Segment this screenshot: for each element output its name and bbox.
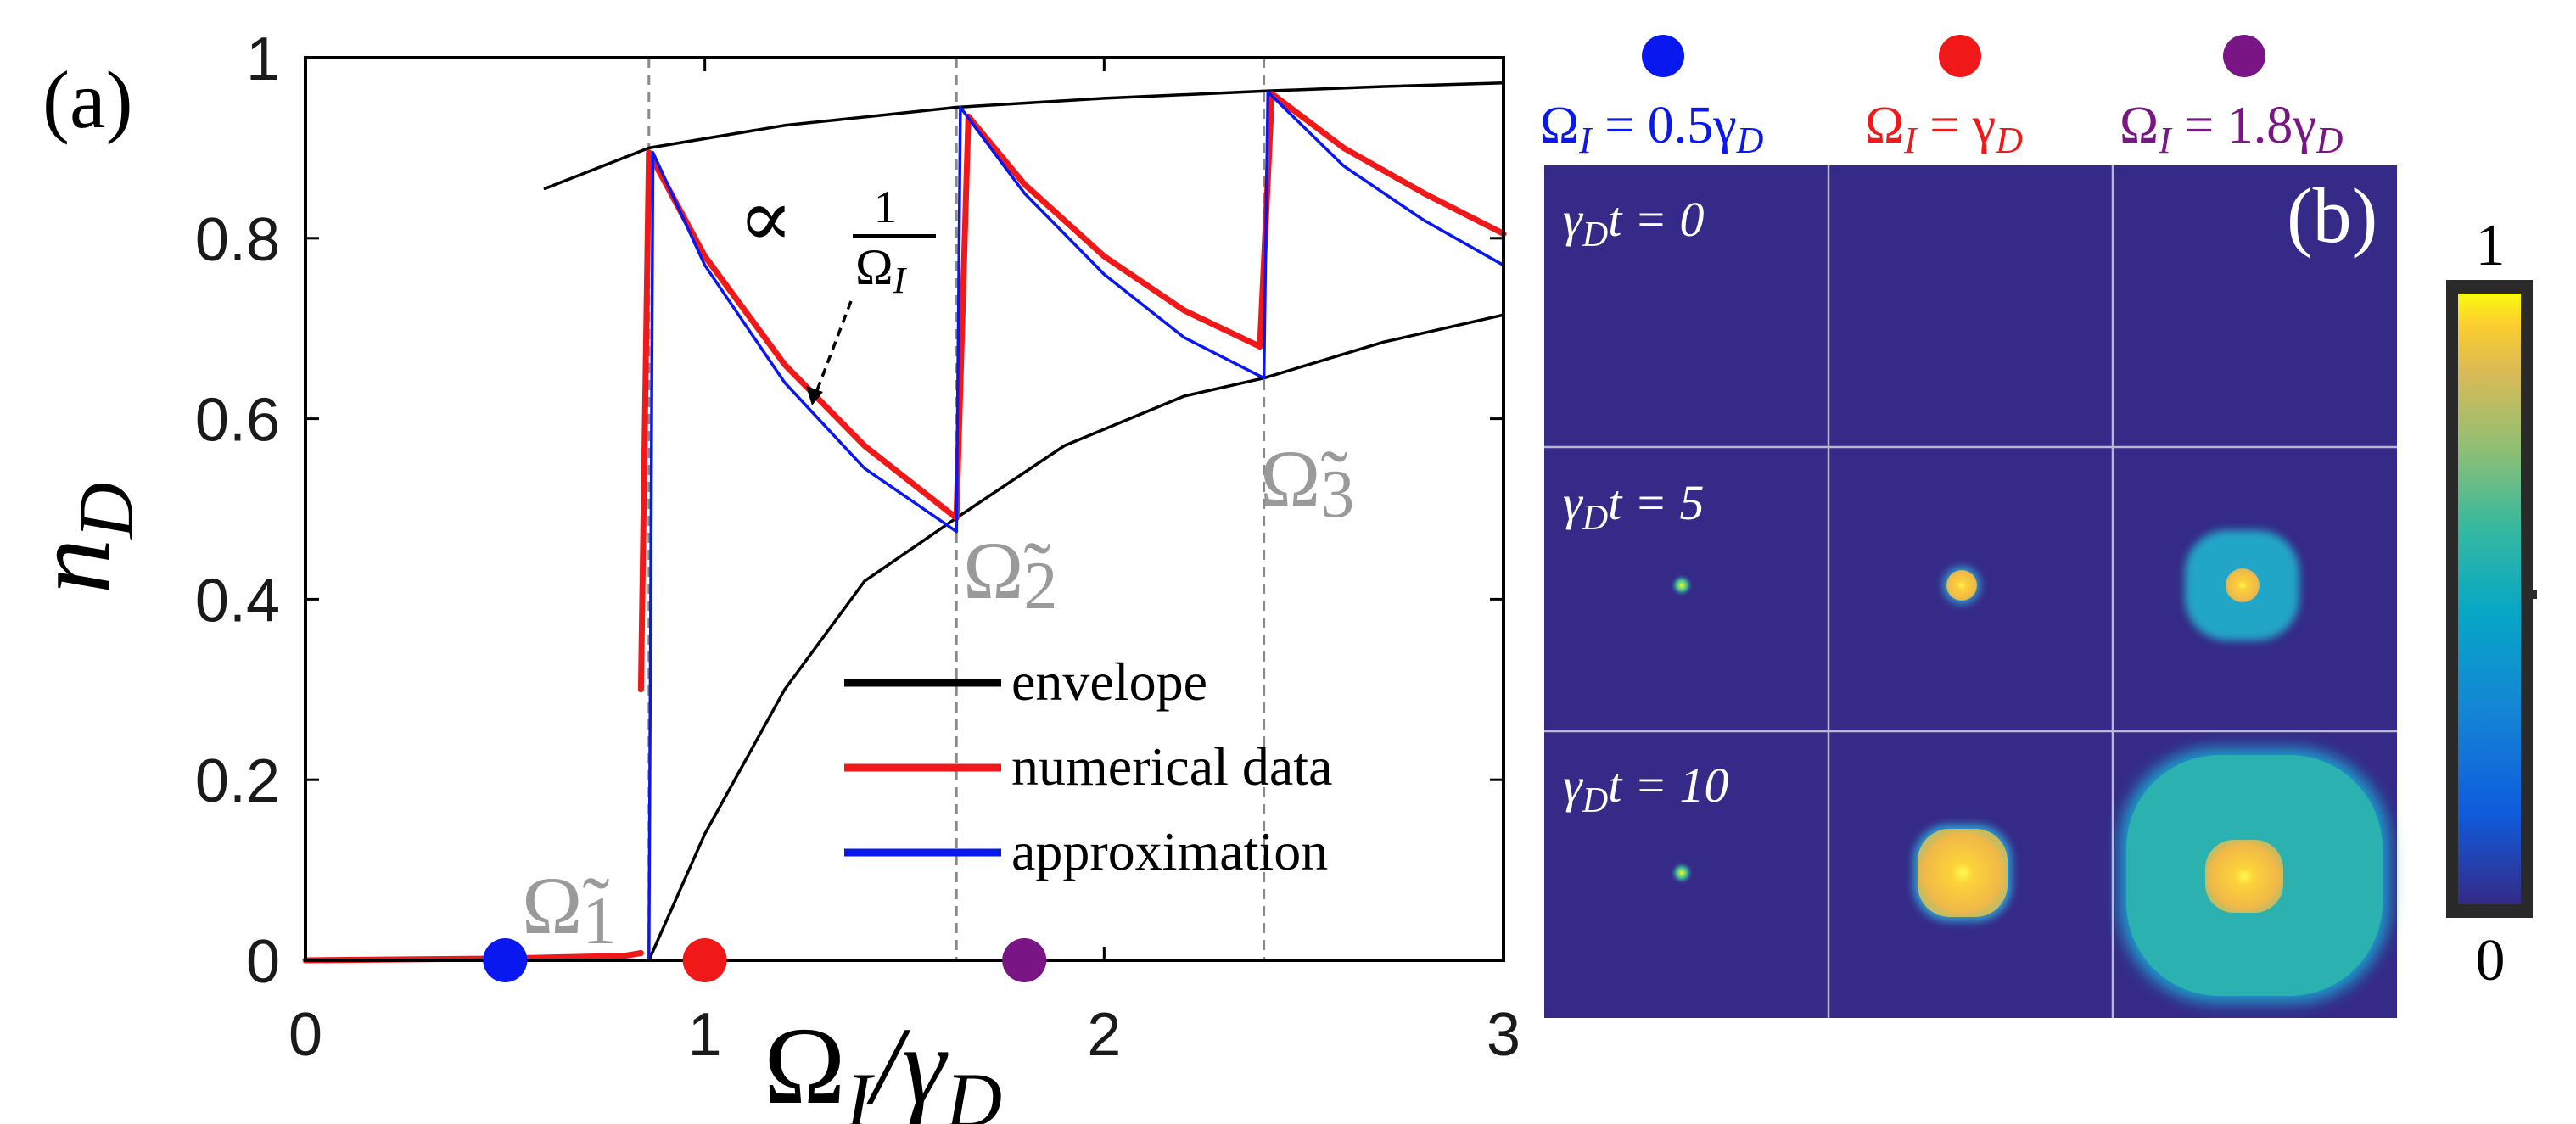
- heatmap-cell-t10-col3: [2120, 748, 2389, 1003]
- panel-a-label: (a): [42, 54, 133, 145]
- x-axis-label: ΩI/γD: [764, 1005, 1002, 1124]
- heatmap-cell-t5-col1: [1670, 573, 1694, 597]
- colorbar-min-label: 0: [2476, 928, 2506, 993]
- numerical-data-curve-segment-2: [637, 149, 960, 693]
- y-tick-label: 1: [246, 25, 280, 93]
- omega-marker-2: [682, 938, 727, 982]
- x-label-sub2: D: [944, 1057, 1002, 1124]
- panel-b-heatmaps: ΩI = 0.5γD ΩI = γD ΩI = 1.8γD: [1540, 35, 2537, 1018]
- heatmap-cell-t5-col2: [1943, 567, 1980, 604]
- envelope-curve-segment-2: [647, 313, 1505, 962]
- y-axis-label: nD: [11, 483, 149, 594]
- omega-marker-1: [483, 938, 528, 982]
- x-label-sub1: I: [845, 1057, 876, 1124]
- heatmap-cell-t5-col3: [2185, 530, 2299, 640]
- x-label-slash: /γ: [866, 1005, 949, 1124]
- fraction-numerator: 1: [874, 182, 897, 232]
- omega-tilde-2-label: Ω̃2: [963, 525, 1057, 624]
- row-label-t5: γDt = 5: [1563, 475, 1704, 538]
- blob-core: [1946, 570, 1977, 601]
- omega-tilde-3-label: Ω̃3: [1260, 433, 1354, 532]
- blob-dot: [1670, 573, 1694, 597]
- legend-label-envelope: envelope: [1011, 651, 1207, 712]
- column-marker-red: [1939, 35, 1981, 77]
- y-tick-label: 0.8: [195, 206, 280, 274]
- svg-text:nD: nD: [11, 483, 149, 594]
- y-tick-label: 0.4: [195, 567, 280, 635]
- plot-frame: [304, 56, 1505, 962]
- column-header-2: ΩI = γD: [1865, 97, 2023, 161]
- envelope-curve-segment-1: [543, 81, 1505, 191]
- y-label-sub: D: [63, 483, 149, 540]
- blob-dot: [1670, 861, 1694, 885]
- annotation-arrowhead: [806, 386, 823, 405]
- x-tick-label: 2: [1087, 1001, 1121, 1069]
- blob-core: [1918, 829, 2008, 917]
- column-marker-purple: [2223, 35, 2265, 77]
- y-tick-label: 0: [246, 928, 280, 996]
- legend-label-approximation: approximation: [1011, 821, 1328, 881]
- colorbar-max-label: 1: [2476, 213, 2506, 278]
- approximation-curve-segment-3: [955, 105, 1266, 534]
- omega-tilde-1-label: Ω̃1: [522, 860, 616, 959]
- tick-labels: 0 1 2 3 0 0.2 0.4 0.6 0.8 1: [195, 25, 1520, 1069]
- y-label-main: n: [11, 539, 133, 594]
- colorbar-tick: [2530, 590, 2537, 599]
- legend-label-numerical: numerical data: [1011, 736, 1332, 797]
- proportional-symbol: ∝: [738, 173, 793, 264]
- legend: envelope numerical data approximation: [844, 651, 1332, 881]
- proportionality-annotation: ∝ 1 ΩI: [738, 173, 936, 405]
- row-label-t10: γDt = 10: [1563, 758, 1728, 820]
- column-marker-blue: [1642, 35, 1684, 77]
- x-label-omega: Ω: [764, 1005, 846, 1124]
- panel-b-label: (b): [2287, 172, 2377, 259]
- heatmap-cell-t10-col1: [1670, 861, 1694, 885]
- row-label-t0: γDt = 0: [1563, 192, 1704, 254]
- x-tick-label: 3: [1487, 1001, 1520, 1069]
- curves: [302, 81, 1507, 964]
- colorbar-gradient: [2458, 294, 2521, 904]
- heatmap-cell-t10-col2: [1913, 825, 2012, 921]
- blob-core: [2226, 568, 2260, 602]
- numerical-data-curve-segment-4: [1257, 91, 1507, 350]
- numerical-data-curve-segment-3: [953, 113, 1263, 522]
- approximation-curve-segment-2: [647, 150, 958, 962]
- column-header-1: ΩI = 0.5γD: [1540, 97, 1764, 161]
- panel-a-plot: (a) nD ΩI/γD 0 1 2 300.20.40.60.81 Ω̃1 Ω̃2 …: [11, 25, 1520, 1124]
- omega-markers: [483, 938, 1047, 982]
- y-tick-label: 0.2: [195, 747, 280, 815]
- x-tick-label: 0: [288, 1001, 322, 1069]
- fraction-denominator: ΩI: [855, 239, 908, 301]
- heatmap-grid: [1544, 165, 2397, 1018]
- y-tick-label: 0.6: [195, 387, 280, 455]
- axes-frame: [304, 56, 1505, 962]
- approximation-curve-segment-4: [1262, 90, 1505, 380]
- x-tick-label: 1: [688, 1001, 722, 1069]
- omega-marker-3: [1002, 938, 1047, 982]
- annotation-arrow: [813, 300, 853, 398]
- column-header-3: ΩI = 1.8γD: [2120, 97, 2344, 161]
- colorbar: 1 0: [2446, 213, 2537, 993]
- blob-core: [2205, 840, 2283, 913]
